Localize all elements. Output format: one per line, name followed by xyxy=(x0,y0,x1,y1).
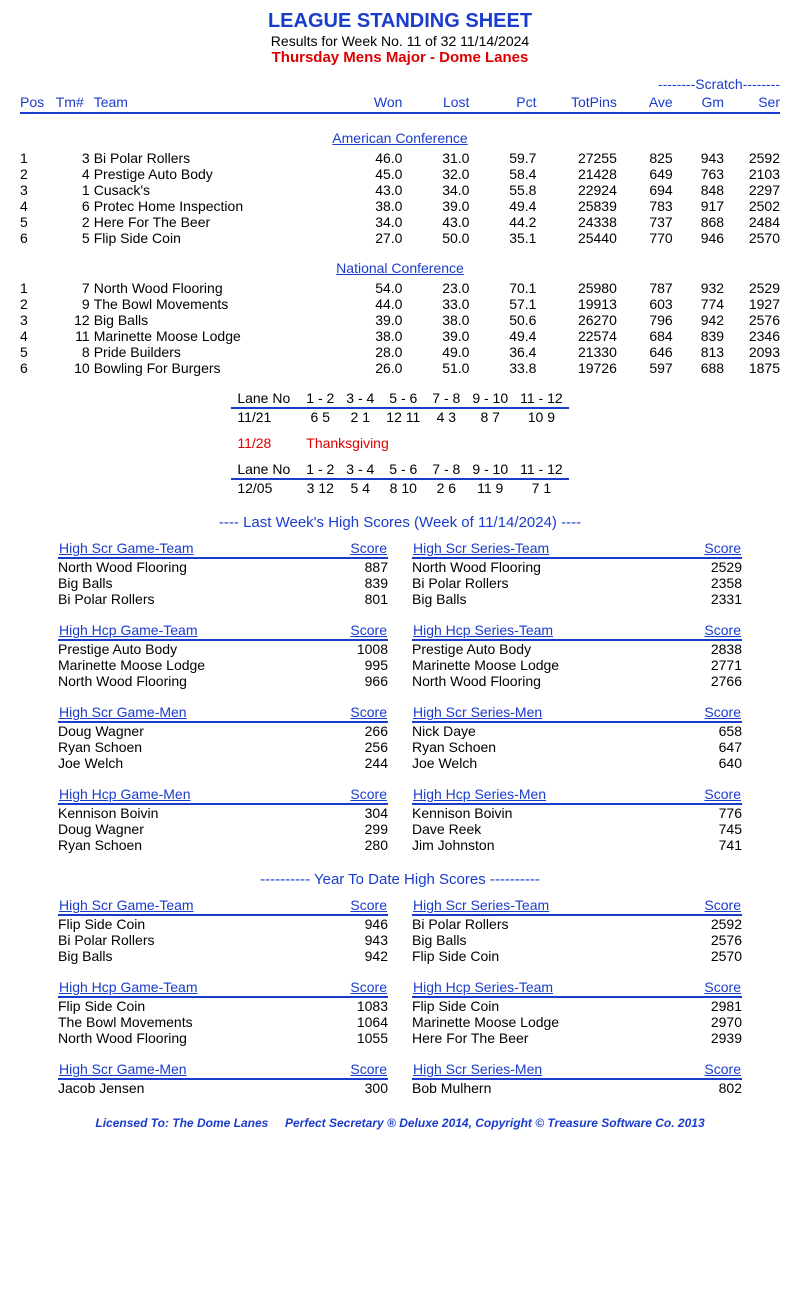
footer-copyright: Perfect Secretary ® Deluxe 2014, Copyrig… xyxy=(285,1116,705,1130)
last-week-scores: High Scr Game-TeamScoreNorth Wood Floori… xyxy=(58,539,742,853)
score-block: High Scr Series-MenScoreNick Daye658Ryan… xyxy=(412,703,742,771)
score-block: High Scr Series-TeamScoreNorth Wood Floo… xyxy=(412,539,742,607)
ytd-scores: High Scr Game-TeamScoreFlip Side Coin946… xyxy=(58,896,742,1096)
standings-row: 31Cusack's43.034.055.8229246948482297 xyxy=(18,182,782,198)
page-footer: Licensed To: The Dome Lanes Perfect Secr… xyxy=(18,1116,782,1130)
score-block: High Hcp Series-TeamScoreFlip Side Coin2… xyxy=(412,978,742,1046)
standings-row: 46Protec Home Inspection38.039.049.42583… xyxy=(18,198,782,214)
conference-header: American Conference xyxy=(18,116,782,150)
conference-header: National Conference xyxy=(18,246,782,280)
standings-row: 58Pride Builders28.049.036.4213306468132… xyxy=(18,344,782,360)
standings-row: 24Prestige Auto Body45.032.058.421428649… xyxy=(18,166,782,182)
score-block: High Hcp Series-TeamScorePrestige Auto B… xyxy=(412,621,742,689)
standings-table: --------Scratch-------- Pos Tm# Team Won… xyxy=(18,76,782,376)
score-block: High Hcp Series-MenScoreKennison Boivin7… xyxy=(412,785,742,853)
score-block: High Hcp Game-TeamScoreFlip Side Coin108… xyxy=(58,978,388,1046)
scratch-group-header: --------Scratch-------- xyxy=(538,76,782,94)
footer-licensed: Licensed To: The Dome Lanes xyxy=(95,1116,268,1130)
standings-row: 52Here For The Beer34.043.044.2243387378… xyxy=(18,214,782,230)
ytd-header: ---------- Year To Date High Scores ----… xyxy=(18,871,782,888)
title-league: Thursday Mens Major - Dome Lanes xyxy=(18,49,782,66)
score-block: High Scr Game-MenScoreDoug Wagner266Ryan… xyxy=(58,703,388,771)
standings-row: 312Big Balls39.038.050.6262707969422576 xyxy=(18,312,782,328)
standings-row: 65Flip Side Coin27.050.035.1254407709462… xyxy=(18,230,782,246)
score-block: High Scr Series-TeamScoreBi Polar Roller… xyxy=(412,896,742,964)
title-main: LEAGUE STANDING SHEET xyxy=(18,10,782,33)
standings-row: 29The Bowl Movements44.033.057.119913603… xyxy=(18,296,782,312)
standings-header-row: Pos Tm# Team Won Lost Pct TotPins Ave Gm… xyxy=(18,94,782,112)
score-block: High Scr Game-TeamScoreFlip Side Coin946… xyxy=(58,896,388,964)
page-header: LEAGUE STANDING SHEET Results for Week N… xyxy=(18,10,782,66)
standings-row: 17North Wood Flooring54.023.070.12598078… xyxy=(18,280,782,296)
score-block: High Scr Series-MenScoreBob Mulhern802 xyxy=(412,1060,742,1096)
last-week-header: ---- Last Week's High Scores (Week of 11… xyxy=(18,514,782,531)
score-block: High Scr Game-MenScoreJacob Jensen300 xyxy=(58,1060,388,1096)
standings-row: 13Bi Polar Rollers46.031.059.72725582594… xyxy=(18,150,782,166)
score-block: High Hcp Game-MenScoreKennison Boivin304… xyxy=(58,785,388,853)
lane-schedule: Lane No1 - 23 - 45 - 67 - 89 - 1011 - 12… xyxy=(231,390,568,496)
standings-row: 610Bowling For Burgers26.051.033.8197265… xyxy=(18,360,782,376)
score-block: High Scr Game-TeamScoreNorth Wood Floori… xyxy=(58,539,388,607)
standings-row: 411Marinette Moose Lodge38.039.049.42257… xyxy=(18,328,782,344)
score-block: High Hcp Game-TeamScorePrestige Auto Bod… xyxy=(58,621,388,689)
title-results: Results for Week No. 11 of 32 11/14/2024 xyxy=(18,33,782,49)
